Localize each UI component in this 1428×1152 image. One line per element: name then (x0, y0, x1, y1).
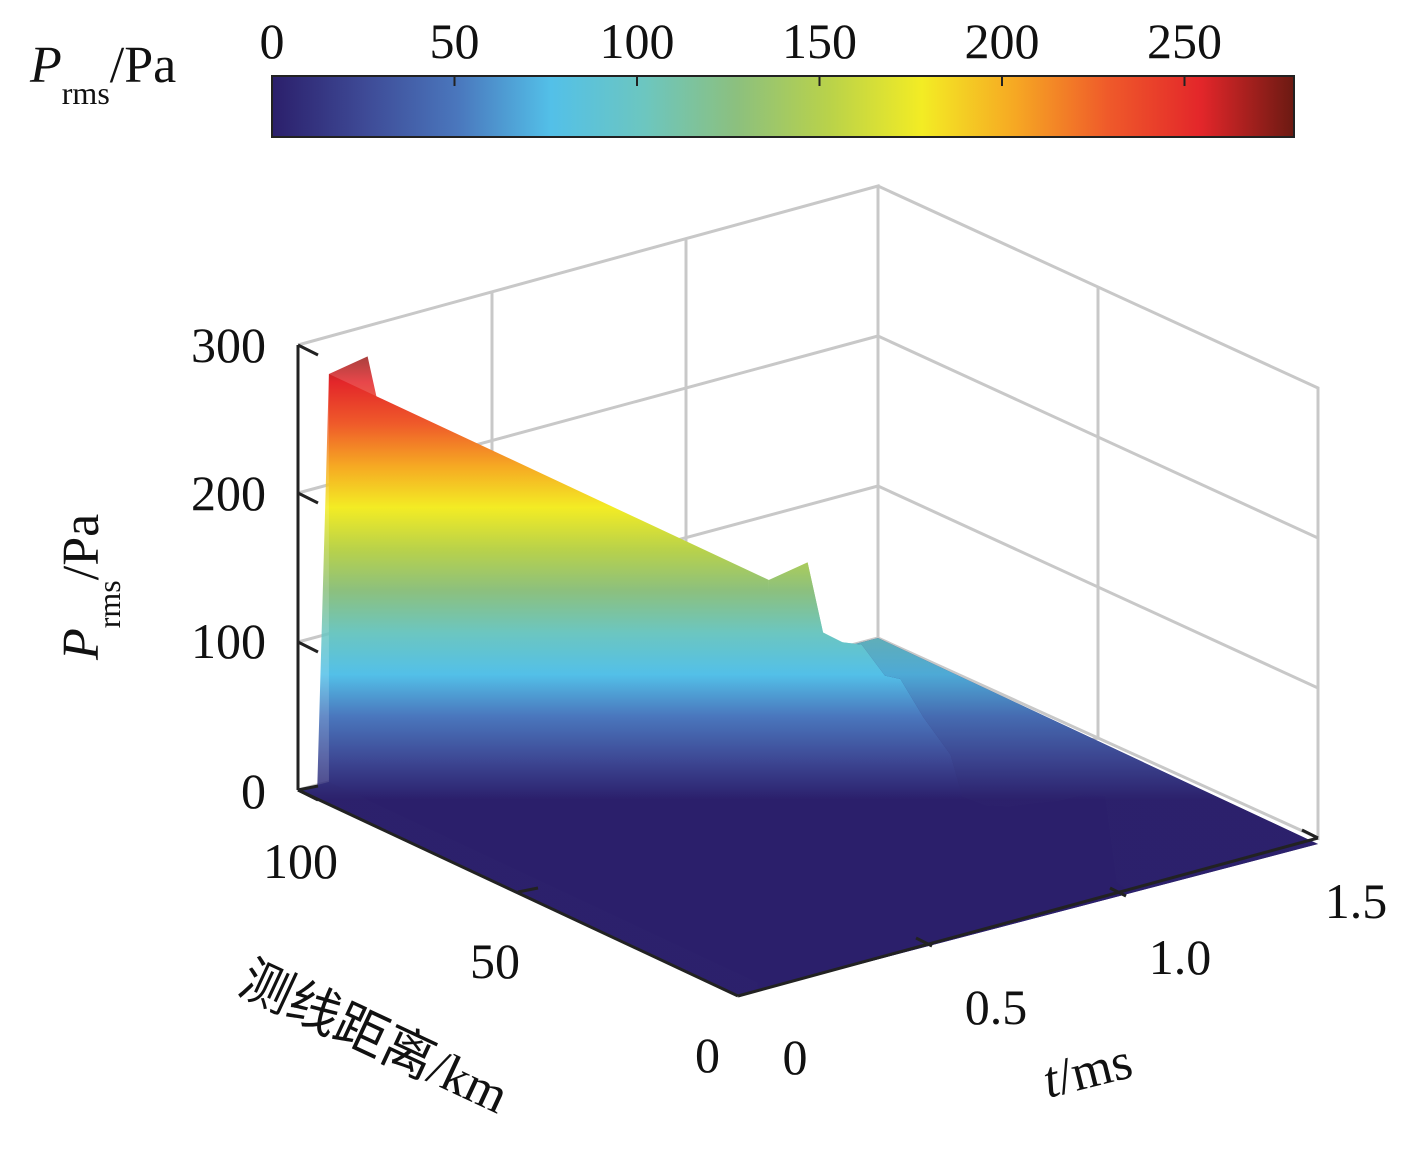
surface-left-face (328, 373, 769, 988)
colorbar-label: Prms/Pa (29, 37, 176, 111)
z-tick (297, 640, 319, 654)
x-tick-label: 0 (783, 1029, 808, 1085)
z-tick-label: 300 (191, 317, 266, 373)
x-tick (1301, 828, 1319, 840)
colorbar: 0 50 100 150 200 250 Prms/Pa (29, 13, 1295, 138)
surface-front-wall (738, 562, 1318, 996)
z-tick (297, 491, 319, 505)
z-tick-label: 100 (191, 613, 266, 669)
y-tick (517, 886, 539, 894)
y-tick-label: 0 (695, 1027, 720, 1083)
z-tick-label: 200 (191, 465, 266, 521)
y-axis-line (297, 788, 739, 998)
x-tick (1109, 886, 1127, 898)
colorbar-tick-label: 0 (260, 13, 285, 69)
y-tick (297, 784, 319, 792)
colorbar-tick-label: 250 (1147, 13, 1222, 69)
y-tick-label: 100 (263, 833, 338, 889)
colorbar-tick-label: 50 (430, 13, 480, 69)
y-tick-label: 50 (470, 933, 520, 989)
x-tick-labels: 0 0.5 1.0 1.5 (783, 873, 1388, 1085)
z-axis-title: Prms/Pa (53, 514, 127, 661)
x-tick-label: 0.5 (965, 979, 1028, 1035)
colorbar-tick-label: 200 (965, 13, 1040, 69)
surface (298, 356, 1318, 997)
x-tick (915, 936, 933, 948)
x-axis-title: t/ms (1037, 1033, 1138, 1110)
colorbar-tick-label: 150 (782, 13, 857, 69)
colorbar-tick-label: 100 (600, 13, 675, 69)
x-axis-line (737, 836, 1319, 998)
z-tick (297, 343, 319, 357)
colorbar-bar (271, 75, 1295, 138)
colorbar-ticks: 0 50 100 150 200 250 (260, 13, 1222, 86)
z-tick-label: 0 (241, 763, 266, 819)
axes (296, 343, 1319, 998)
x-tick-label: 1.0 (1149, 929, 1212, 985)
z-tick-labels: 0 100 200 300 (191, 317, 266, 819)
x-tick-label: 1.5 (1325, 873, 1388, 929)
z-tick (297, 788, 319, 802)
y-tick-labels: 0 50 100 (263, 833, 720, 1083)
